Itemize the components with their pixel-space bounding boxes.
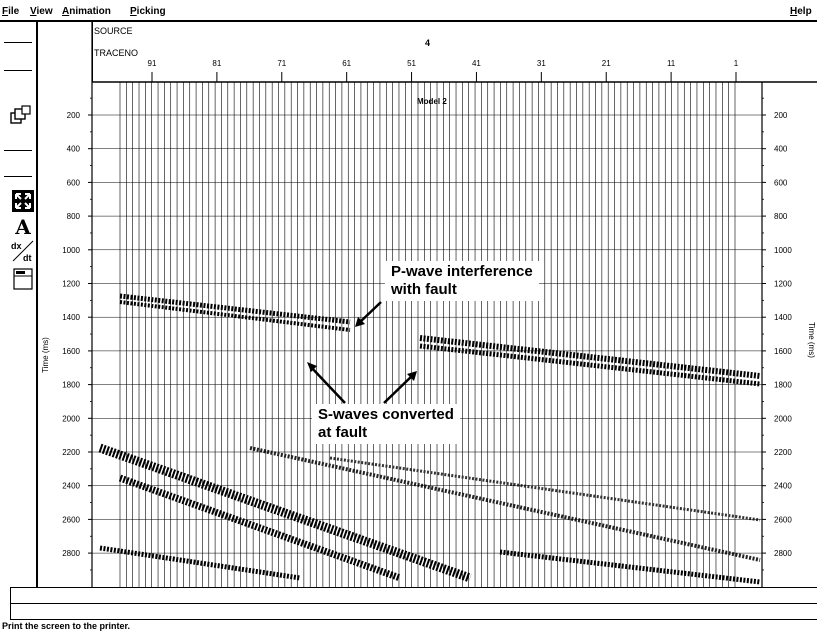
y-tick-label-right: 1800 xyxy=(774,381,792,390)
p-wave-arrowhead xyxy=(355,317,365,327)
toolbox-slot-divider xyxy=(4,42,32,43)
zoom-fit-icon[interactable] xyxy=(12,190,34,212)
menu-picking-mnemonic: P xyxy=(130,6,137,17)
menu-help[interactable]: Help xyxy=(790,6,812,17)
y-tick-label-left: 1000 xyxy=(62,246,80,255)
s-wave-arrow-left xyxy=(309,365,346,404)
menu-help-label: elp xyxy=(797,6,812,17)
trace-tick-label: 21 xyxy=(602,59,611,68)
bottom-panel-top xyxy=(10,587,817,588)
y-tick-label-left: 2600 xyxy=(62,515,80,524)
y-tick-label-left: 800 xyxy=(67,212,81,221)
status-bar-text: Print the screen to the printer. xyxy=(2,621,131,631)
grid-layer xyxy=(92,114,762,554)
menu-picking[interactable]: Picking xyxy=(130,6,166,17)
menu-animation-mnemonic: A xyxy=(62,6,70,17)
trace-tick-label: 41 xyxy=(472,59,481,68)
y-tick-label-left: 2000 xyxy=(62,414,80,423)
y-tick-label-right: 800 xyxy=(774,212,788,221)
y-tick-label-right: 1400 xyxy=(774,313,792,322)
y-tick-label-left: 1200 xyxy=(62,280,80,289)
svg-text:dt: dt xyxy=(23,253,32,263)
callout-p-wave: P-wave interference with fault xyxy=(385,261,539,301)
y-tick-label-right: 600 xyxy=(774,178,788,187)
trace-tick-label: 71 xyxy=(277,59,286,68)
y-tick-label-left: 2800 xyxy=(62,549,80,558)
callout-s-waves-line2: at fault xyxy=(318,424,368,441)
y-tick-label-right: 1600 xyxy=(774,347,792,356)
window-stack-glyph xyxy=(10,105,31,124)
y-tick-label-left: 200 xyxy=(67,111,81,120)
toolbox-slot-divider xyxy=(4,176,32,177)
y-tick-label-left: 1400 xyxy=(62,313,80,322)
source-label: SOURCE xyxy=(94,26,133,36)
toolbox-divider xyxy=(36,22,38,587)
trace-tick-label: 81 xyxy=(212,59,221,68)
y-axis-label-left: Time (ms) xyxy=(41,337,50,373)
y-tick-label-right: 2000 xyxy=(774,414,792,423)
bottom-panel-bottom xyxy=(10,619,817,620)
y-tick-label-left: 600 xyxy=(67,178,81,187)
y-tick-label-right: 400 xyxy=(774,145,788,154)
callout-s-waves-line1: S-waves converted xyxy=(318,406,454,423)
s-wave-arrowhead-left xyxy=(307,362,317,372)
y-tick-label-left: 2200 xyxy=(62,448,80,457)
menu-bar: File View Animation Picking Help xyxy=(0,0,817,22)
print-screen-icon[interactable] xyxy=(12,268,34,290)
menu-picking-label: icking xyxy=(136,6,166,17)
trace-tick-label: 91 xyxy=(148,59,157,68)
trace-tick-label: 51 xyxy=(407,59,416,68)
menu-view[interactable]: View xyxy=(30,6,53,17)
trace-tick-label: 1 xyxy=(734,59,739,68)
window-stack-icon[interactable] xyxy=(10,104,32,126)
trace-tick-label: 61 xyxy=(342,59,351,68)
svg-text:dx: dx xyxy=(11,241,22,251)
zoom-fit-glyph xyxy=(15,193,31,209)
s-wave-arrowhead-right xyxy=(407,371,417,381)
y-tick-label-right: 1200 xyxy=(774,280,792,289)
bottom-panel-middle xyxy=(10,603,817,604)
derivative-dxdt-glyph: dx dt xyxy=(11,240,34,263)
y-tick-label-right: 2200 xyxy=(774,448,792,457)
callout-p-wave-line2: with fault xyxy=(391,281,457,298)
print-screen-glyph xyxy=(13,268,33,290)
model-label: Model 2 xyxy=(417,97,447,106)
y-tick-label-right: 2800 xyxy=(774,549,792,558)
callout-s-waves: S-waves converted at fault xyxy=(312,404,460,444)
y-tick-label-right: 2600 xyxy=(774,515,792,524)
annotate-text-icon[interactable]: A xyxy=(15,215,31,239)
toolbox-slot-divider xyxy=(4,150,32,151)
trace-tick-label: 31 xyxy=(537,59,546,68)
menu-view-label: iew xyxy=(36,6,53,17)
menu-file-label: ile xyxy=(8,6,20,17)
y-tick-label-left: 1600 xyxy=(62,347,80,356)
bottom-panel-left xyxy=(10,587,11,620)
menu-help-mnemonic: H xyxy=(790,6,798,17)
y-tick-label-left: 2400 xyxy=(62,482,80,491)
y-tick-label-right: 200 xyxy=(774,111,788,120)
menu-animation[interactable]: Animation xyxy=(62,6,111,17)
y-tick-label-left: 1800 xyxy=(62,381,80,390)
y-axis-label-right: Time (ms) xyxy=(807,322,816,358)
source-value: 4 xyxy=(425,38,431,48)
trace-layer xyxy=(98,82,761,587)
menu-file-mnemonic: F xyxy=(2,6,9,17)
traceno-label: TRACENO xyxy=(94,48,139,58)
menubar-divider xyxy=(0,20,817,22)
menu-file[interactable]: File xyxy=(2,6,19,17)
y-tick-label-left: 400 xyxy=(67,145,81,154)
toolbox-slot-divider xyxy=(4,70,32,71)
menu-animation-label: nimation xyxy=(69,6,111,17)
menu-view-mnemonic: V xyxy=(30,6,37,17)
callout-p-wave-line1: P-wave interference xyxy=(391,263,533,280)
s-wave-arrow-right xyxy=(383,373,415,404)
trace-tick-label: 11 xyxy=(667,59,676,68)
derivative-dxdt-icon[interactable]: dx dt xyxy=(10,240,36,263)
y-tick-label-right: 2400 xyxy=(774,482,792,491)
y-tick-label-right: 1000 xyxy=(774,246,792,255)
annotation-arrows xyxy=(307,301,417,404)
